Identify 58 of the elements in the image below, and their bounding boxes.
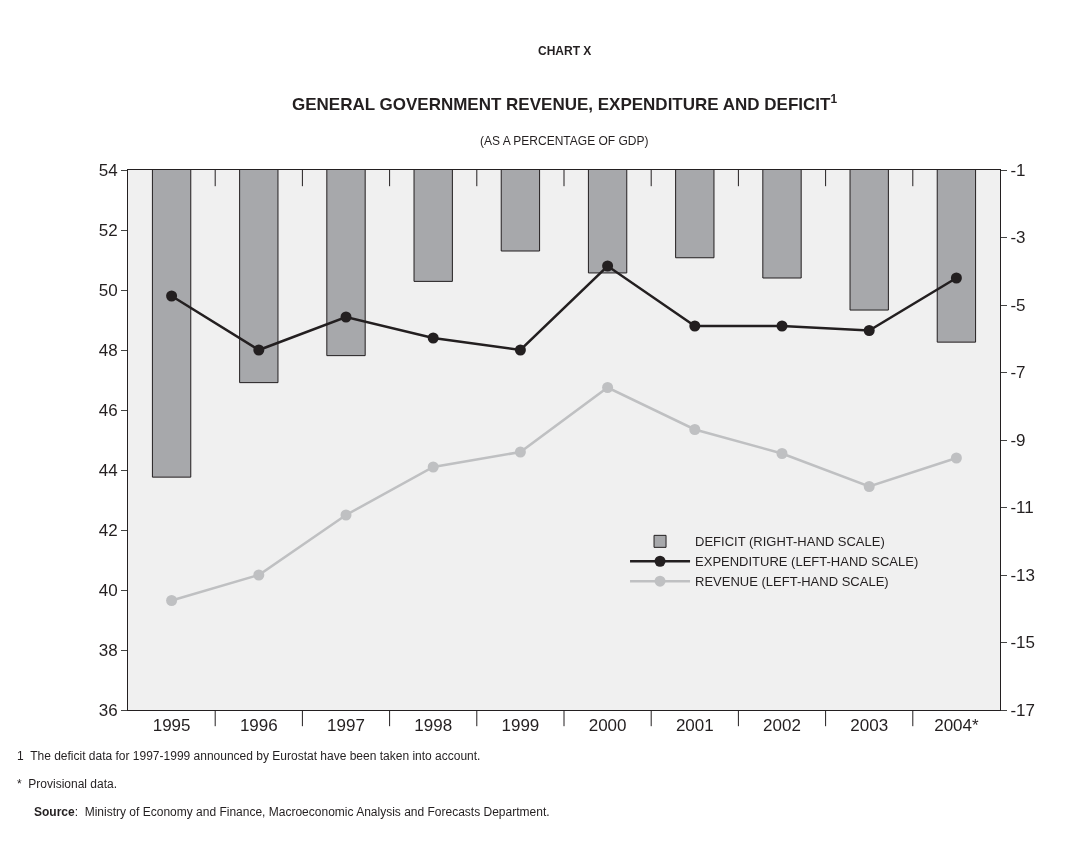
chart-title: GENERAL GOVERNMENT REVENUE, EXPENDITURE AND DEFICIT$^{1}$ [292,92,838,115]
point [689,320,701,332]
y2-tick-label: -1 [1010,160,1026,180]
y-tick-label: 46 [98,400,118,420]
x-tick-label: 2004* [934,716,979,736]
source-note: Source: Ministry of Economy and Finance, Macroeconomic Analysis and Forecasts Department. [34,805,550,819]
point [776,448,788,459]
y-tick-label: 40 [98,580,118,600]
point [166,595,178,606]
point [340,509,352,521]
x-tick-label: 1996 [239,716,278,736]
x-tick-label: 2003 [850,716,889,736]
x-tick-label: 1998 [414,716,453,736]
point [427,461,439,473]
point [166,290,178,302]
legend-label: DEFICIT (RIGHT-HAND SCALE) [695,534,885,550]
point [514,446,526,458]
point [950,272,962,284]
point [427,332,439,344]
y-tick-label: 54 [98,160,118,180]
point [253,569,265,581]
y2-tick-label: -11 [1010,498,1034,518]
y-tick-label: 52 [98,220,118,240]
x-tick-label: 2002 [763,716,801,736]
y2-tick-label: -13 [1010,565,1035,585]
y-tick-label: 36 [98,700,118,720]
point [253,344,265,356]
chart-subtitle: (AS A PERCENTAGE OF GDP) [480,134,649,148]
x-tick-label: 2000 [588,716,627,736]
x-tick-label: 1999 [501,716,540,736]
y2-tick-label: -15 [1010,633,1035,653]
point [340,311,352,323]
point [689,424,701,435]
point [950,452,962,464]
y-tick-label: 38 [98,640,118,660]
x-tick-label: 1995 [152,716,191,736]
y2-tick-label: -9 [1010,430,1026,450]
x-tick-label: 1997 [327,716,365,736]
y-tick-label: 42 [98,520,118,540]
y2-tick-label: -17 [1010,700,1035,720]
legend-label: EXPENDITURE (LEFT-HAND SCALE) [695,554,919,570]
point [602,260,614,272]
text: 1 The deficit data for 1997-1999 announced by Eurostat have been taken into account. [17,749,481,763]
y2-tick-label: -7 [1010,363,1026,383]
y-tick-label: 44 [98,460,118,480]
y-tick-label: 50 [98,280,118,300]
point [514,344,526,356]
point [602,382,614,393]
y2-tick-label: -3 [1010,228,1026,248]
point [863,481,875,492]
y-tick-label: 48 [98,340,118,360]
x-tick-label: 2001 [675,716,714,736]
point [776,320,788,332]
point [863,325,875,336]
text: * Provisional data. [17,777,118,791]
y2-tick-label: -5 [1010,295,1026,315]
legend-label: REVENUE (LEFT-HAND SCALE) [695,574,889,590]
text: CHART X [538,44,592,58]
